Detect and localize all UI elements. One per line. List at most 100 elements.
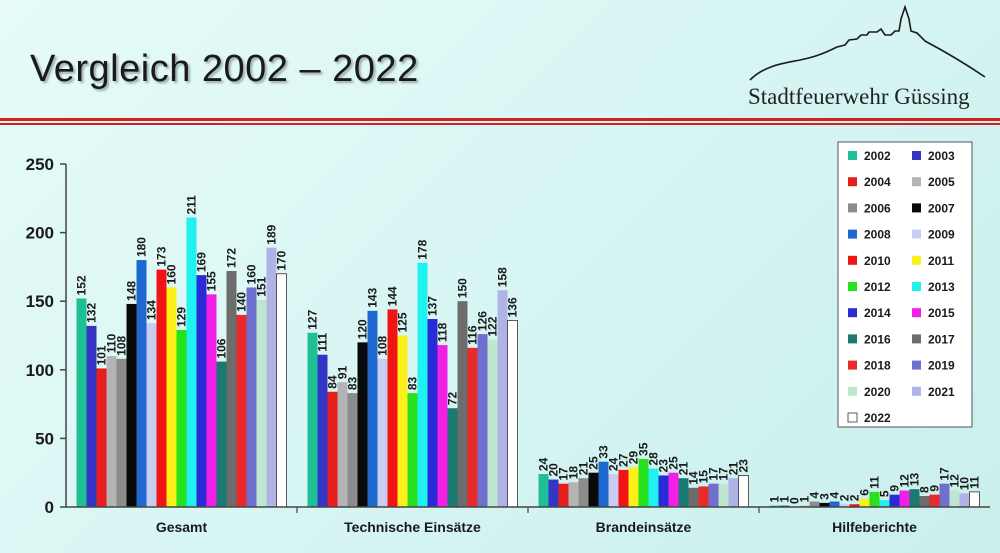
legend-swatch (848, 308, 857, 318)
data-label: 140 (235, 292, 249, 312)
data-label: 6 (858, 489, 872, 496)
data-label: 23 (737, 459, 751, 473)
data-label: 150 (456, 278, 470, 298)
bar (507, 320, 518, 508)
data-label: 143 (366, 287, 380, 307)
data-label: 27 (617, 453, 631, 467)
legend-label: 2020 (864, 385, 891, 399)
category-label: Technische Einsätze (344, 519, 481, 535)
data-label: 144 (386, 286, 400, 306)
bar (678, 478, 689, 507)
legend-swatch (848, 177, 857, 187)
legend-box (837, 141, 973, 428)
bar (86, 325, 97, 507)
data-label: 132 (85, 303, 99, 323)
data-label: 25 (587, 456, 601, 470)
data-label: 108 (376, 335, 390, 355)
bar (266, 247, 277, 507)
bar (497, 290, 508, 507)
bar (839, 504, 850, 507)
data-label: 116 (466, 325, 480, 345)
bar (548, 479, 559, 507)
legend-swatch (847, 412, 858, 423)
bar (447, 408, 458, 507)
bar (869, 491, 880, 507)
legend-label: 2004 (864, 175, 891, 189)
data-label: 126 (476, 311, 490, 331)
bar (156, 269, 167, 507)
data-label: 125 (396, 312, 410, 332)
bar (688, 487, 699, 507)
bar (96, 368, 107, 507)
data-label: 211 (185, 195, 199, 215)
bar (558, 483, 569, 507)
legend-label: 2009 (928, 228, 955, 242)
data-label: 12 (898, 474, 912, 488)
data-label: 17 (717, 467, 731, 481)
legend-swatch (848, 282, 857, 291)
bar (477, 334, 488, 507)
bar (939, 483, 950, 507)
data-label: 5 (878, 490, 892, 497)
data-label: 23 (657, 459, 671, 473)
data-label: 170 (275, 250, 289, 270)
legend-swatch (912, 255, 921, 265)
bar (136, 260, 147, 507)
legend-swatch (912, 360, 921, 370)
data-label: 13 (908, 472, 922, 486)
bar (487, 339, 498, 507)
y-tick-label: 50 (35, 429, 54, 448)
data-label: 21 (727, 462, 741, 476)
bar (307, 332, 318, 507)
bar (618, 469, 629, 507)
legend-swatch (848, 229, 857, 239)
bar (638, 458, 649, 507)
data-label: 118 (436, 322, 450, 342)
legend-swatch (912, 177, 921, 187)
data-label: 152 (75, 275, 89, 295)
bar (879, 500, 890, 507)
bar (859, 498, 870, 507)
bar (116, 358, 127, 507)
legend-label: 2013 (928, 280, 955, 294)
bar (909, 489, 920, 507)
data-label: 11 (868, 476, 882, 489)
bar (377, 358, 388, 507)
castle-logo-icon (749, 5, 986, 81)
bar (919, 496, 930, 507)
data-label: 3 (818, 493, 832, 500)
legend-swatch (912, 282, 921, 291)
bar (186, 217, 197, 507)
bar (658, 475, 669, 507)
legend-label: 2016 (864, 332, 891, 346)
data-label: 189 (265, 224, 279, 244)
bar (889, 494, 900, 507)
bar (929, 494, 940, 507)
bar (206, 294, 217, 507)
legend-label: 2018 (864, 359, 891, 373)
data-label: 17 (557, 467, 571, 481)
header-divider (0, 118, 1000, 125)
data-label: 12 (948, 474, 962, 488)
legend-swatch (912, 308, 921, 318)
bar (598, 461, 609, 507)
legend-label: 2008 (864, 228, 891, 242)
bar (588, 472, 599, 507)
data-label: 17 (938, 467, 952, 481)
bar (467, 347, 478, 507)
data-label: 15 (697, 470, 711, 484)
bar (256, 299, 267, 507)
bar (166, 287, 177, 507)
y-tick-label: 200 (26, 224, 54, 243)
legend-label: 2014 (864, 306, 891, 320)
data-label: 21 (577, 462, 591, 476)
data-label: 136 (506, 297, 520, 317)
data-label: 160 (165, 264, 179, 284)
legend-label: 2017 (928, 332, 955, 346)
data-label: 110 (105, 333, 119, 353)
bar (347, 393, 358, 507)
bar (538, 474, 549, 507)
data-label: 127 (306, 309, 320, 329)
bar (427, 319, 438, 507)
